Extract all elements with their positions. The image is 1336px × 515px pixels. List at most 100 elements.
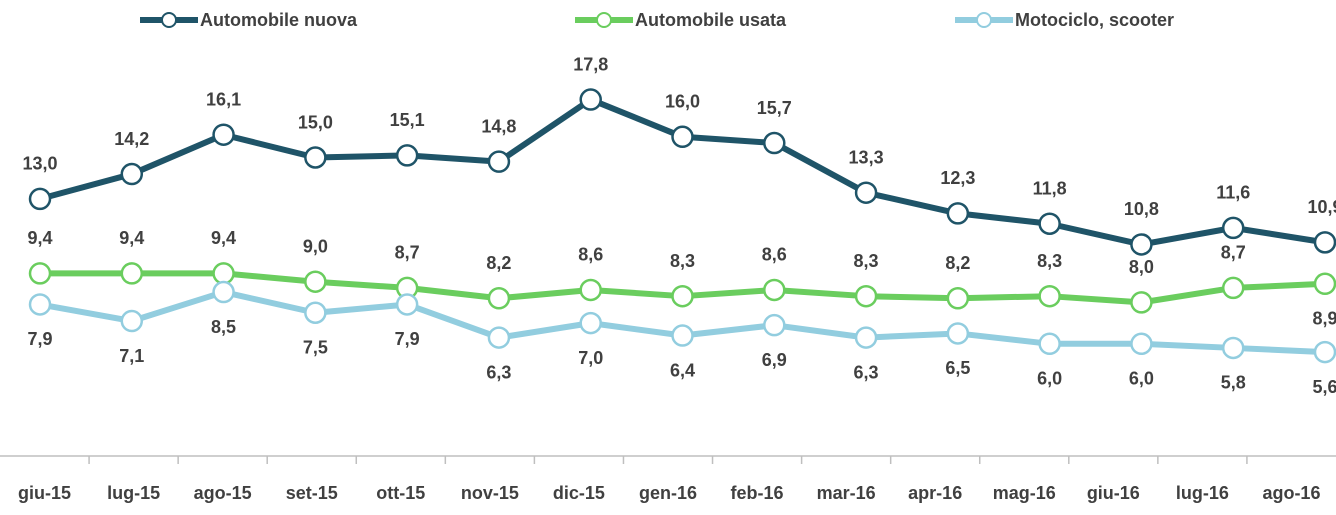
x-tick-label: gen-16 [639, 483, 697, 503]
point-marker [487, 150, 511, 173]
data-label: 5,8 [1221, 373, 1246, 393]
data-label: 9,4 [119, 228, 144, 248]
point-marker [1313, 340, 1336, 364]
data-label: 11,8 [1033, 178, 1067, 198]
legend-label: Automobile usata [635, 10, 787, 30]
point-marker [1313, 231, 1336, 254]
point-marker [763, 278, 786, 302]
point-marker [763, 313, 786, 337]
data-label: 8,7 [1221, 243, 1246, 263]
point-marker [946, 202, 970, 225]
point-marker [671, 125, 694, 149]
point-marker [1221, 336, 1245, 360]
point-marker [1038, 332, 1061, 356]
data-label: 9,0 [303, 236, 328, 256]
point-marker [120, 309, 144, 333]
data-label: 12,3 [940, 168, 975, 188]
point-marker [1221, 276, 1245, 300]
data-label: 10,9 [1307, 197, 1336, 217]
data-label: 7,9 [27, 329, 52, 349]
x-tick-label: giu-16 [1087, 483, 1140, 503]
legend-marker [161, 12, 177, 28]
point-marker [763, 131, 786, 155]
data-label: 6,0 [1129, 369, 1154, 389]
point-marker [1130, 332, 1153, 356]
point-marker [671, 324, 694, 347]
data-label: 13,3 [849, 147, 884, 167]
point-marker [1130, 233, 1153, 256]
x-tick-label: ott-15 [376, 483, 425, 503]
point-marker [579, 88, 602, 111]
point-marker [395, 144, 419, 167]
data-label: 8,9 [1312, 309, 1336, 329]
x-tick-label: ago-16 [1262, 483, 1320, 503]
x-tick-label: lug-15 [107, 483, 160, 503]
data-label: 7,9 [395, 329, 420, 349]
legend-label: Motociclo, scooter [1015, 10, 1174, 30]
data-label: 9,4 [211, 228, 236, 248]
point-marker [1130, 291, 1153, 314]
data-label: 8,3 [1037, 251, 1062, 271]
point-marker [1038, 212, 1061, 235]
point-marker [304, 146, 327, 169]
point-marker [212, 123, 235, 146]
legend-marker [976, 12, 992, 28]
x-tick-label: nov-15 [461, 483, 519, 503]
data-label: 6,5 [945, 358, 970, 378]
data-label: 8,3 [670, 251, 695, 271]
data-label: 7,5 [303, 338, 328, 358]
data-label: 6,9 [762, 350, 787, 370]
point-marker [120, 262, 144, 285]
data-label: 14,2 [114, 129, 149, 149]
data-label: 14,8 [481, 116, 516, 136]
point-marker [854, 284, 878, 308]
point-marker [946, 287, 970, 310]
point-marker [212, 262, 235, 285]
data-label: 8,5 [211, 317, 236, 337]
point-marker [487, 287, 511, 310]
data-label: 8,3 [854, 251, 879, 271]
point-marker [1313, 272, 1336, 296]
point-marker [304, 270, 327, 293]
point-marker [28, 262, 52, 285]
x-tick-label: lug-16 [1176, 483, 1229, 503]
point-marker [946, 322, 970, 345]
point-marker [304, 301, 327, 324]
data-label: 17,8 [573, 54, 608, 74]
data-label: 8,6 [578, 245, 603, 265]
data-label: 13,0 [22, 154, 57, 174]
data-label: 16,0 [665, 92, 700, 112]
data-label: 6,0 [1037, 369, 1062, 389]
point-marker [854, 181, 878, 204]
data-label: 6,4 [670, 360, 695, 380]
data-label: 8,2 [486, 253, 511, 273]
x-tick-label: mag-16 [993, 483, 1056, 503]
data-label: 6,3 [854, 362, 879, 382]
x-tick-label: set-15 [286, 483, 338, 503]
legend-marker [596, 12, 612, 28]
data-label: 15,0 [298, 112, 333, 132]
series-line [39, 96, 1326, 248]
point-marker [120, 162, 144, 186]
point-marker [854, 326, 878, 349]
data-label: 6,3 [486, 362, 511, 382]
point-marker [671, 284, 694, 308]
legend-label: Automobile nuova [200, 10, 358, 30]
data-label: 15,7 [757, 98, 792, 118]
data-label: 8,6 [762, 245, 787, 265]
point-marker [579, 278, 602, 302]
x-tick-label: feb-16 [731, 483, 784, 503]
point-marker [1038, 284, 1061, 308]
data-label: 15,1 [390, 110, 425, 130]
data-label: 8,0 [1129, 257, 1154, 277]
point-marker [1221, 216, 1245, 240]
point-marker [28, 187, 52, 211]
point-marker [487, 326, 511, 349]
x-tick-label: dic-15 [553, 483, 605, 503]
data-label: 5,6 [1312, 377, 1336, 397]
data-label: 7,1 [119, 346, 144, 366]
x-tick-label: giu-15 [18, 483, 71, 503]
point-marker [212, 280, 235, 304]
data-label: 10,8 [1124, 199, 1159, 219]
